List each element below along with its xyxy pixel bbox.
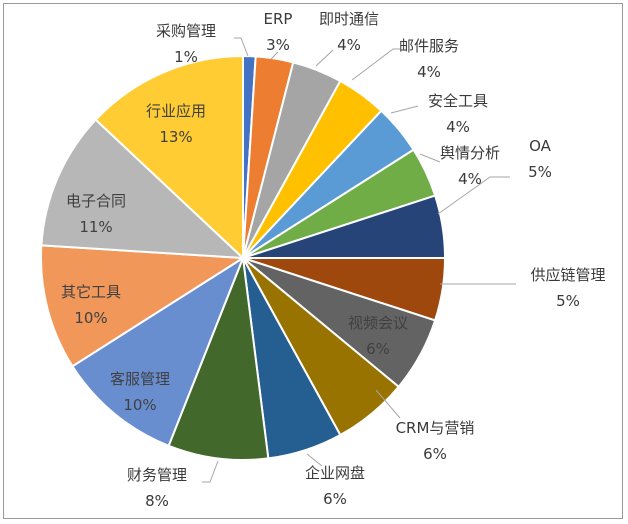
slice-label: 供应链管理 <box>530 266 605 284</box>
slice-label: 即时通信 <box>319 10 379 28</box>
slice-percent-label: 11% <box>79 218 112 236</box>
leader-line <box>270 51 279 60</box>
slice-percent-label: 10% <box>123 396 156 414</box>
slice-label: 视频会议 <box>348 314 408 332</box>
slice-label: 邮件服务 <box>399 37 459 55</box>
slice-percent-label: 4% <box>446 118 470 136</box>
slice-percent-label: 3% <box>266 36 290 54</box>
slice-percent-label: 4% <box>337 36 361 54</box>
slice-label: 安全工具 <box>428 92 488 110</box>
pie-slice <box>71 255 246 448</box>
slice-label: 财务管理 <box>127 466 187 484</box>
leader-line <box>351 48 400 81</box>
slice-label: OA <box>529 137 552 155</box>
slice-percent-label: 6% <box>323 490 347 508</box>
slice-percent-label: 4% <box>458 170 482 188</box>
slice-percent-label: 6% <box>423 445 447 463</box>
slice-percent-label: 5% <box>528 163 552 181</box>
slice-label: ERP <box>264 10 293 28</box>
pie-slices <box>40 54 447 461</box>
slice-percent-label: 4% <box>417 63 441 81</box>
slice-label: 企业网盘 <box>305 464 365 482</box>
leader-lines <box>202 37 516 483</box>
pie-slice <box>40 244 247 368</box>
slice-label: 舆情分析 <box>440 144 500 162</box>
pie-slice <box>167 257 270 461</box>
slice-percent-label: 8% <box>145 492 169 510</box>
slice-percent-label: 10% <box>74 309 107 327</box>
slice-labels: 采购管理 1% ERP 3% 即时通信 4% 邮件服务 4% 安全工具 4% 舆情分析 4% OA 5% 供… <box>61 10 606 510</box>
leader-line <box>234 37 249 57</box>
leader-line <box>375 389 401 419</box>
slice-percent-label: 1% <box>174 48 198 66</box>
slice-percent-label: 5% <box>556 292 580 310</box>
slice-label: 其它工具 <box>61 283 121 301</box>
slice-label: 电子合同 <box>66 192 126 210</box>
slice-label: 客服管理 <box>110 370 170 388</box>
slice-label: 行业应用 <box>146 102 206 120</box>
pie-slice <box>94 54 244 261</box>
leader-line <box>437 176 510 215</box>
leader-line <box>306 453 323 467</box>
leader-line <box>202 460 219 483</box>
leader-line <box>390 105 419 114</box>
leader-line <box>419 153 441 163</box>
leader-line <box>315 49 334 67</box>
slice-percent-label: 13% <box>159 128 192 146</box>
slice-label: CRM与营销 <box>396 419 475 437</box>
slice-label: 采购管理 <box>156 22 216 40</box>
slice-percent-label: 6% <box>366 340 390 358</box>
pie-slice <box>40 118 246 260</box>
